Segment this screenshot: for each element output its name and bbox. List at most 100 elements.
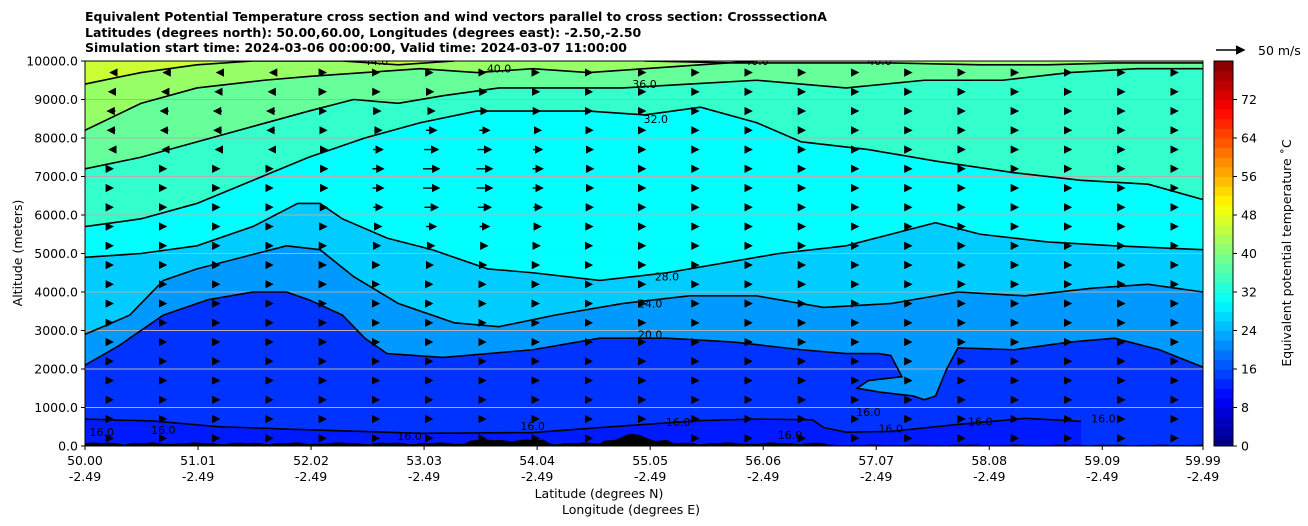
field-band-low [85,418,1082,446]
colorbar-band [1214,243,1233,254]
colorbar-band [1214,157,1233,168]
colorbar-band [1214,407,1233,418]
colorbar-band [1214,253,1233,264]
contour-label: 16.0 [778,429,803,442]
contour-label: 32.0 [644,113,669,126]
contour-line-40.0 [644,61,1203,66]
colorbar-band [1214,292,1233,303]
x-tick-label-latitude: 55.05 [632,453,668,468]
colorbar-band [1214,282,1233,293]
x-tick-label-latitude: 58.08 [971,453,1007,468]
y-tick-label: 8000.0 [34,131,78,146]
x-tick-label-latitude: 54.04 [519,453,555,468]
colorbar-band [1214,436,1233,447]
colorbar-tick-label: 24 [1241,323,1257,338]
x-tick-label-longitude: -2.49 [408,469,440,484]
colorbar-tick-label: 64 [1241,131,1257,146]
colorbar-band [1214,195,1233,206]
colorbar-tick-label: 32 [1241,285,1257,300]
x-tick-label-latitude: 50.00 [67,453,103,468]
y-tick-label: 10000.0 [26,54,78,69]
y-tick-label: 6000.0 [34,208,78,223]
x-tick-label-latitude: 53.03 [406,453,442,468]
colorbar-band [1214,176,1233,187]
x-tick-label-latitude: 59.09 [1084,453,1120,468]
contour-label: 16.0 [90,426,115,439]
colorbar-band [1214,147,1233,158]
colorbar-band [1214,109,1233,120]
x-tick-label-latitude: 57.07 [858,453,894,468]
colorbar-band [1214,388,1233,399]
contour-label: 40.0 [487,63,512,76]
colorbar-band [1214,330,1233,341]
title-line-2: Latitudes (degrees north): 50.00,60.00, … [85,24,642,40]
contour-label: 24.0 [638,298,663,311]
y-tick-label: 1000.0 [34,400,78,415]
colorbar-band [1214,70,1233,81]
y-tick-label: 4000.0 [34,285,78,300]
colorbar-band [1214,61,1233,72]
colorbar-band [1214,263,1233,274]
y-axis-label: Altitude (meters) [10,200,25,307]
contour-line-28.0 [85,202,1203,282]
y-tick-label: 2000.0 [34,362,78,377]
x-tick-label-longitude: -2.49 [1187,469,1219,484]
x-tick-label-latitude: 56.06 [745,453,781,468]
contour-label: 16.0 [856,406,881,419]
colorbar-tick-label: 0 [1241,439,1249,454]
colorbar-band [1214,311,1233,322]
colorbar-band [1214,205,1233,216]
colorbar-band [1214,417,1233,428]
chart-title: Equivalent Potential Temperature cross s… [85,9,827,56]
field-band-32-0 [85,61,1203,227]
colorbar-band [1214,166,1233,177]
colorbar-band [1214,215,1233,226]
x-axis-label-latitude: Latitude (degrees N) [535,486,664,501]
contour-label: 36.0 [632,78,657,91]
contour-label: 16.0 [666,416,691,429]
colorbar-band [1214,359,1233,370]
colorbar-band [1214,234,1233,245]
colorbar-band [1214,224,1233,235]
colorbar-band [1214,186,1233,197]
y-tick-label: 9000.0 [34,92,78,107]
contour-label: 20.0 [638,328,663,341]
colorbar-tick-label: 16 [1241,362,1257,377]
colorbar-band [1214,397,1233,408]
title-line-1: Equivalent Potential Temperature cross s… [85,9,827,24]
contour-label: 16.0 [397,430,422,443]
colorbar-tick-label: 48 [1241,208,1257,223]
x-tick-label-latitude: 52.02 [293,453,329,468]
wind-key-label: 50 m/s [1258,43,1301,58]
contour-label: 44.0 [364,55,389,68]
x-tick-label-longitude: -2.49 [634,469,666,484]
x-tick-label-longitude: -2.49 [1086,469,1118,484]
contour-line-16.0 [85,417,1082,435]
field-band-40-0 [85,61,757,131]
x-tick-label-latitude: 51.01 [180,453,216,468]
x-tick-label-longitude: -2.49 [521,469,553,484]
colorbar-band [1214,301,1233,312]
y-tick-label: 0.0 [58,439,78,454]
contour-label: 16.0 [151,424,176,437]
x-tick-label-longitude: -2.49 [747,469,779,484]
contour-label: 40.0 [744,55,769,68]
colorbar-band [1214,89,1233,100]
colorbar-band [1214,138,1233,149]
colorbar-band [1214,340,1233,351]
y-tick-label: 7000.0 [34,169,78,184]
x-tick-label-longitude: -2.49 [69,469,101,484]
contour-line-24.0 [85,244,1203,336]
y-tick-label: 5000.0 [34,246,78,261]
colorbar-band [1214,320,1233,331]
title-line-3: Simulation start time: 2024-03-06 00:00:… [85,40,627,55]
contour-label: 16.0 [879,423,904,436]
colorbar-band [1214,272,1233,283]
colorbar-tick-label: 72 [1241,92,1257,107]
contour-line-36.0 [85,67,1203,170]
x-tick-label-longitude: -2.49 [973,469,1005,484]
colorbar-band [1214,118,1233,129]
colorbar-band [1214,99,1233,110]
x-tick-label-longitude: -2.49 [860,469,892,484]
